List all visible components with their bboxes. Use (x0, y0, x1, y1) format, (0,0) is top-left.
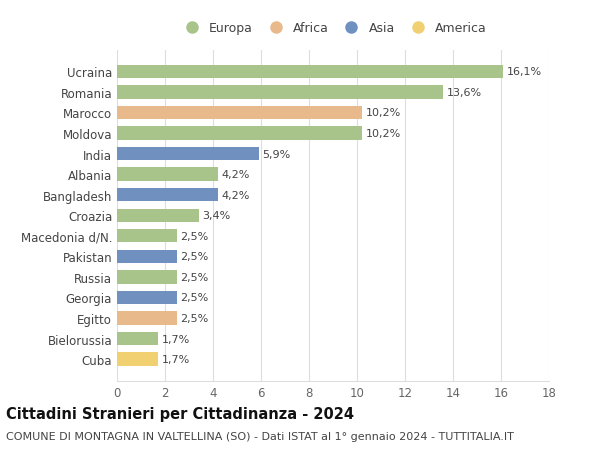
Bar (117, 147, 259, 161)
Text: 2,5%: 2,5% (181, 313, 209, 323)
Bar (117, 353, 158, 366)
Text: Cittadini Stranieri per Cittadinanza - 2024: Cittadini Stranieri per Cittadinanza - 2… (6, 406, 354, 421)
Bar (117, 66, 503, 79)
Text: 1,7%: 1,7% (161, 334, 190, 344)
Text: 2,5%: 2,5% (181, 231, 209, 241)
Bar (117, 291, 177, 304)
Text: 4,2%: 4,2% (221, 190, 250, 200)
Text: 4,2%: 4,2% (221, 170, 250, 180)
Legend: Europa, Africa, Asia, America: Europa, Africa, Asia, America (176, 20, 490, 38)
Bar (117, 332, 158, 346)
Text: 10,2%: 10,2% (365, 108, 401, 118)
Text: 16,1%: 16,1% (507, 67, 542, 77)
Bar (117, 271, 177, 284)
Bar (117, 86, 443, 99)
Bar (117, 230, 177, 243)
Text: 2,5%: 2,5% (181, 293, 209, 303)
Bar (117, 189, 218, 202)
Text: 1,7%: 1,7% (161, 354, 190, 364)
Text: 2,5%: 2,5% (181, 272, 209, 282)
Text: 2,5%: 2,5% (181, 252, 209, 262)
Bar (117, 312, 177, 325)
Bar (117, 168, 218, 181)
Bar (117, 106, 362, 120)
Bar (117, 127, 362, 140)
Text: 10,2%: 10,2% (365, 129, 401, 139)
Bar (117, 250, 177, 263)
Text: 3,4%: 3,4% (202, 211, 230, 221)
Text: 13,6%: 13,6% (447, 88, 482, 98)
Bar (117, 209, 199, 223)
Text: 5,9%: 5,9% (262, 149, 290, 159)
Text: COMUNE DI MONTAGNA IN VALTELLINA (SO) - Dati ISTAT al 1° gennaio 2024 - TUTTITAL: COMUNE DI MONTAGNA IN VALTELLINA (SO) - … (6, 431, 514, 442)
